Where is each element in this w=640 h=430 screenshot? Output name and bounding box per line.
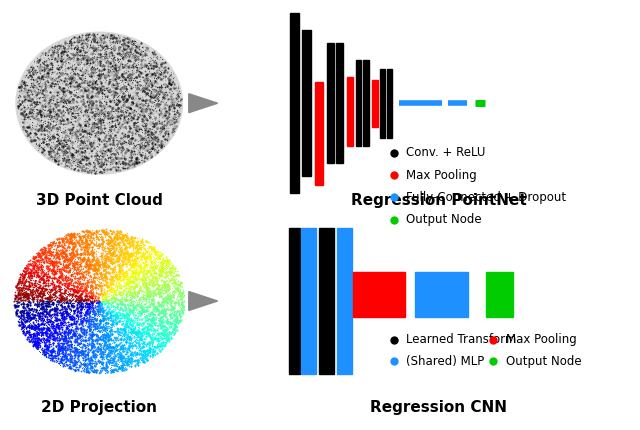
Polygon shape bbox=[16, 32, 182, 174]
Text: Learned Transform: Learned Transform bbox=[406, 333, 516, 346]
Bar bbox=[291, 13, 298, 194]
Text: Conv. + ReLU: Conv. + ReLU bbox=[406, 146, 486, 159]
Bar bbox=[387, 69, 392, 138]
Bar bbox=[364, 60, 369, 146]
Text: Regression CNN: Regression CNN bbox=[370, 400, 507, 415]
Bar bbox=[486, 272, 513, 317]
Bar bbox=[301, 228, 316, 374]
Bar bbox=[415, 272, 468, 317]
Text: 2D Projection: 2D Projection bbox=[41, 400, 157, 415]
Polygon shape bbox=[189, 292, 218, 310]
Text: Max Pooling: Max Pooling bbox=[406, 169, 477, 181]
Bar bbox=[372, 80, 378, 127]
Bar bbox=[337, 228, 352, 374]
Bar bbox=[319, 228, 334, 374]
Text: Output Node: Output Node bbox=[406, 213, 482, 226]
Bar bbox=[289, 228, 300, 374]
Text: 3D Point Cloud: 3D Point Cloud bbox=[36, 194, 163, 209]
Bar bbox=[336, 43, 343, 163]
Polygon shape bbox=[189, 94, 218, 113]
Bar bbox=[327, 43, 334, 163]
Bar bbox=[356, 60, 362, 146]
Text: Fully-Connected + Dropout: Fully-Connected + Dropout bbox=[406, 191, 566, 204]
Bar bbox=[302, 30, 311, 176]
Bar bbox=[353, 272, 405, 317]
Text: (Shared) MLP: (Shared) MLP bbox=[406, 355, 484, 368]
Text: Max Pooling: Max Pooling bbox=[506, 333, 577, 346]
Bar bbox=[380, 69, 385, 138]
Bar bbox=[347, 77, 353, 146]
Text: Output Node: Output Node bbox=[506, 355, 581, 368]
Bar bbox=[315, 82, 323, 185]
Text: Regression PointNet: Regression PointNet bbox=[351, 194, 526, 209]
